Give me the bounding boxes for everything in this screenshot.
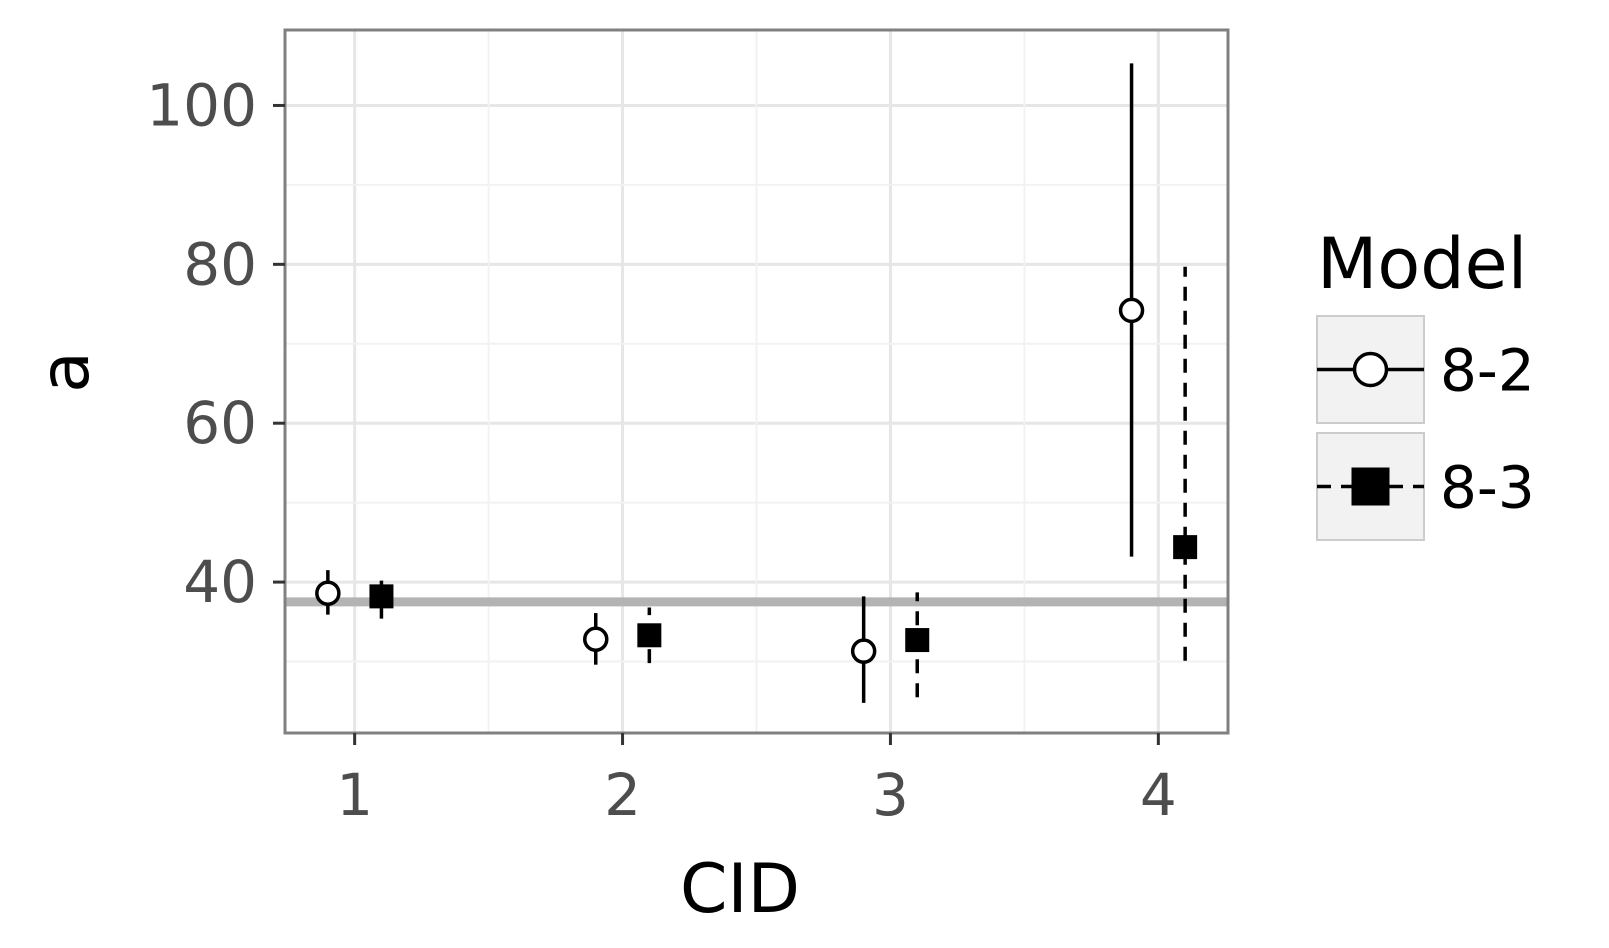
x-tick-label: 3 [872, 761, 909, 829]
plot-panel-border [283, 28, 1230, 735]
x-tick-label: 2 [604, 761, 641, 829]
legend: Model 8-2 8-3 [1316, 223, 1535, 541]
legend-label: 8-3 [1440, 454, 1535, 522]
y-tick-label: 80 [183, 230, 257, 298]
legend-label: 8-2 [1440, 337, 1535, 405]
y-tick-label: 40 [183, 548, 257, 616]
x-axis-title: CID [680, 850, 800, 929]
y-axis-title: a [26, 351, 105, 393]
y-tick-label: 60 [183, 389, 257, 457]
x-tick-label: 4 [1140, 761, 1177, 829]
axes: 1 2 3 4 40 60 80 100 [146, 71, 1177, 829]
data-point [369, 584, 394, 609]
grid [285, 30, 1228, 733]
data-point [1173, 535, 1198, 560]
data-point [583, 626, 609, 653]
data-point [1118, 297, 1145, 324]
data-point [637, 623, 662, 648]
data-point [315, 580, 341, 606]
data-point [905, 628, 930, 653]
legend-marker [1351, 467, 1390, 506]
data-point [850, 638, 877, 664]
legend-marker [1352, 351, 1389, 388]
y-tick-label: 100 [146, 71, 257, 139]
legend-title: Model [1317, 223, 1527, 305]
data-marks [315, 63, 1198, 703]
x-tick-label: 1 [336, 761, 373, 829]
